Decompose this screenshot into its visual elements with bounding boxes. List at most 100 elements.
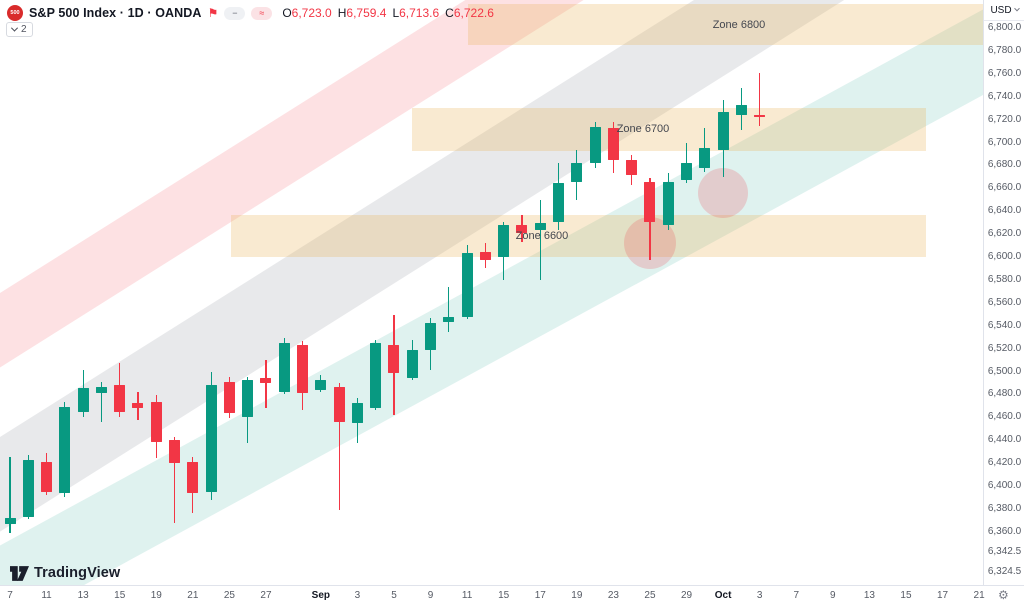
candle-body (553, 182, 565, 222)
price-tick-label: 6,342.5 (987, 545, 1022, 557)
time-tick-label: 7 (7, 590, 13, 601)
time-tick-label: 13 (863, 590, 875, 601)
time-tick-label: 11 (461, 590, 473, 601)
time-tick-label: 9 (830, 590, 836, 601)
candle-body (59, 406, 71, 493)
candle-body (662, 182, 674, 225)
candle-body (22, 459, 34, 517)
price-tick-label: 6,700.0 (987, 136, 1022, 148)
zone-band[interactable] (412, 108, 926, 151)
candle-body (717, 111, 729, 150)
price-tick-label: 6,660.0 (987, 182, 1022, 194)
candle-body (260, 377, 272, 383)
candle-wick (539, 200, 541, 280)
object-tree-collapse-button[interactable]: 2 (6, 22, 33, 37)
wave-marks-button[interactable]: ≈ (251, 6, 273, 20)
price-tick-label: 6,380.0 (987, 502, 1022, 514)
candle-body (315, 380, 327, 390)
candle-body (425, 323, 437, 351)
candle-body (406, 350, 418, 378)
time-axis[interactable]: 7 11 13 15 19 21 25 27 Sep 3 5 9 11 15 17 19 23 25 29 Oct 3 7… (0, 585, 1024, 605)
watermark-brand-text: TradingView (34, 565, 121, 581)
time-tick-label: 5 (391, 590, 397, 601)
time-tick-label: 27 (260, 590, 272, 601)
time-tick-label: 21 (187, 590, 199, 601)
candle-body (333, 387, 345, 423)
candle-body (699, 148, 711, 168)
zone-label: Zone 6600 (515, 229, 569, 242)
candle-body (443, 316, 455, 322)
price-tick-label: 6,620.0 (987, 228, 1022, 240)
candle-body (223, 381, 235, 413)
candle-body (479, 252, 491, 261)
time-tick-label: 17 (936, 590, 949, 601)
time-tick-label: 15 (498, 590, 510, 601)
price-axis[interactable]: USD 6,800.0 6,780.0 6,760.0 6,740.0 6,720.0 6… (983, 0, 1024, 598)
candle-body (114, 384, 126, 412)
currency-selector[interactable]: USD (984, 0, 1024, 21)
price-tick-label: 6,540.0 (987, 319, 1022, 331)
time-tick-label: 9 (427, 590, 434, 601)
price-tick-label: 6,560.0 (987, 296, 1022, 308)
price-tick-label: 6,800.0 (987, 22, 1022, 33)
price-tick-label: 6,440.0 (987, 434, 1022, 446)
ohlc-o: O6,723.0 (282, 6, 332, 20)
candle-wick (100, 381, 102, 423)
chart-canvas[interactable]: TradingView Zone 6800 Zone 6700 Zone 6600 (0, 0, 983, 585)
flag-icon[interactable]: ⚑ (207, 6, 219, 20)
time-tick-label: 21 (973, 590, 985, 601)
time-tick-label: 25 (644, 590, 656, 601)
candle-body (534, 223, 546, 231)
hide-marks-button[interactable]: − (224, 6, 246, 20)
symbol-title[interactable]: S&P 500 Index · 1D · OANDA (29, 6, 202, 20)
axis-settings-gear-icon[interactable]: ⚙ (998, 588, 1009, 602)
candle-body (626, 160, 638, 175)
time-tick-label: 23 (607, 590, 619, 601)
candle-body (150, 402, 162, 442)
candle-body (187, 462, 199, 493)
price-tick-label: 6,600.0 (987, 251, 1022, 263)
candle-wick (265, 359, 267, 408)
time-tick-label: Oct (714, 590, 732, 601)
symbol-logo[interactable]: 500 (7, 5, 23, 21)
ohlc-l: L6,713.6 (392, 6, 440, 20)
candle-body (681, 163, 693, 180)
candle-wick (173, 437, 176, 523)
time-tick-label: 29 (680, 590, 693, 601)
time-tick-label: 15 (114, 590, 126, 601)
price-tick-label: 6,720.0 (987, 113, 1022, 125)
price-tick-label: 6,420.0 (987, 457, 1022, 469)
zone-band[interactable] (468, 4, 983, 46)
price-tick-label: 6,520.0 (987, 342, 1022, 354)
zone-band[interactable] (231, 214, 926, 258)
zone-label: Zone 6800 (712, 18, 766, 31)
candle-wick (759, 73, 761, 126)
price-tick-label: 6,400.0 (987, 480, 1022, 492)
candle-body (132, 403, 144, 408)
candle-wick (9, 456, 11, 534)
time-tick-label: 25 (223, 590, 235, 601)
candle-body (735, 104, 747, 115)
collapse-count: 2 (21, 24, 27, 35)
price-tick-label: 6,324.5 (987, 566, 1022, 578)
price-tick-label: 6,780.0 (987, 44, 1022, 56)
candle-body (498, 224, 510, 257)
time-tick-label: 19 (150, 590, 162, 601)
price-tick-label: 6,640.0 (987, 205, 1022, 217)
candle-body (205, 384, 217, 493)
candle-body (607, 127, 619, 161)
time-tick-label: 7 (793, 590, 800, 601)
candle-body (516, 224, 528, 233)
time-tick-label: 17 (534, 590, 546, 601)
time-tick-label: 11 (41, 590, 52, 601)
candle-body (589, 126, 601, 164)
candle-body (77, 388, 89, 412)
time-tick-label: 3 (354, 590, 361, 601)
candle-body (278, 343, 290, 393)
candle-body (644, 182, 656, 222)
ohlc-h: H6,759.4 (337, 6, 387, 20)
candle-body (461, 252, 473, 317)
price-tick-label: 6,740.0 (987, 90, 1022, 102)
candle-wick (448, 286, 450, 332)
green-support-band (0, 0, 983, 585)
